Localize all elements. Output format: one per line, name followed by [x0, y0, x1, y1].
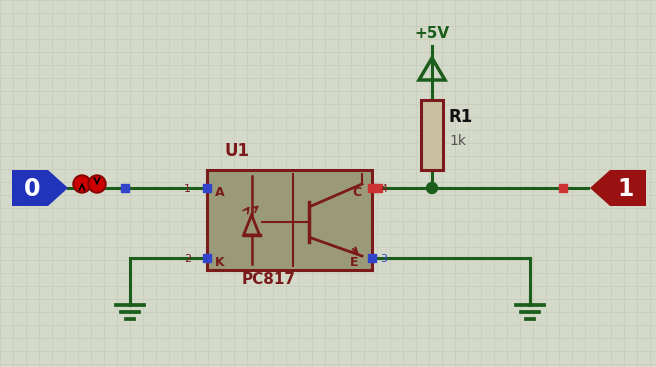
Text: 4: 4: [380, 184, 387, 194]
Text: K: K: [215, 255, 224, 269]
Text: R1: R1: [449, 108, 473, 126]
Text: E: E: [350, 255, 358, 269]
Text: 1: 1: [184, 184, 191, 194]
Text: 0: 0: [24, 177, 40, 201]
Text: +5V: +5V: [414, 26, 449, 41]
Bar: [203, 254, 211, 262]
Bar: [207, 170, 372, 270]
Circle shape: [75, 177, 89, 191]
Text: PC817: PC817: [242, 272, 296, 287]
Polygon shape: [12, 170, 68, 206]
Text: C: C: [352, 185, 361, 199]
Bar: [121, 184, 129, 192]
Bar: [374, 184, 382, 192]
Circle shape: [90, 177, 104, 191]
Text: U1: U1: [225, 142, 250, 160]
Bar: [368, 184, 376, 192]
Polygon shape: [590, 170, 646, 206]
Text: 1: 1: [618, 177, 634, 201]
Bar: [203, 184, 211, 192]
Circle shape: [88, 175, 106, 193]
Text: 2: 2: [184, 254, 191, 264]
Text: A: A: [215, 185, 224, 199]
Bar: [559, 184, 567, 192]
Bar: [368, 254, 376, 262]
Circle shape: [73, 175, 91, 193]
Text: 3: 3: [380, 254, 387, 264]
Text: 1k: 1k: [449, 134, 466, 148]
Bar: [421, 100, 443, 170]
Circle shape: [426, 182, 438, 193]
